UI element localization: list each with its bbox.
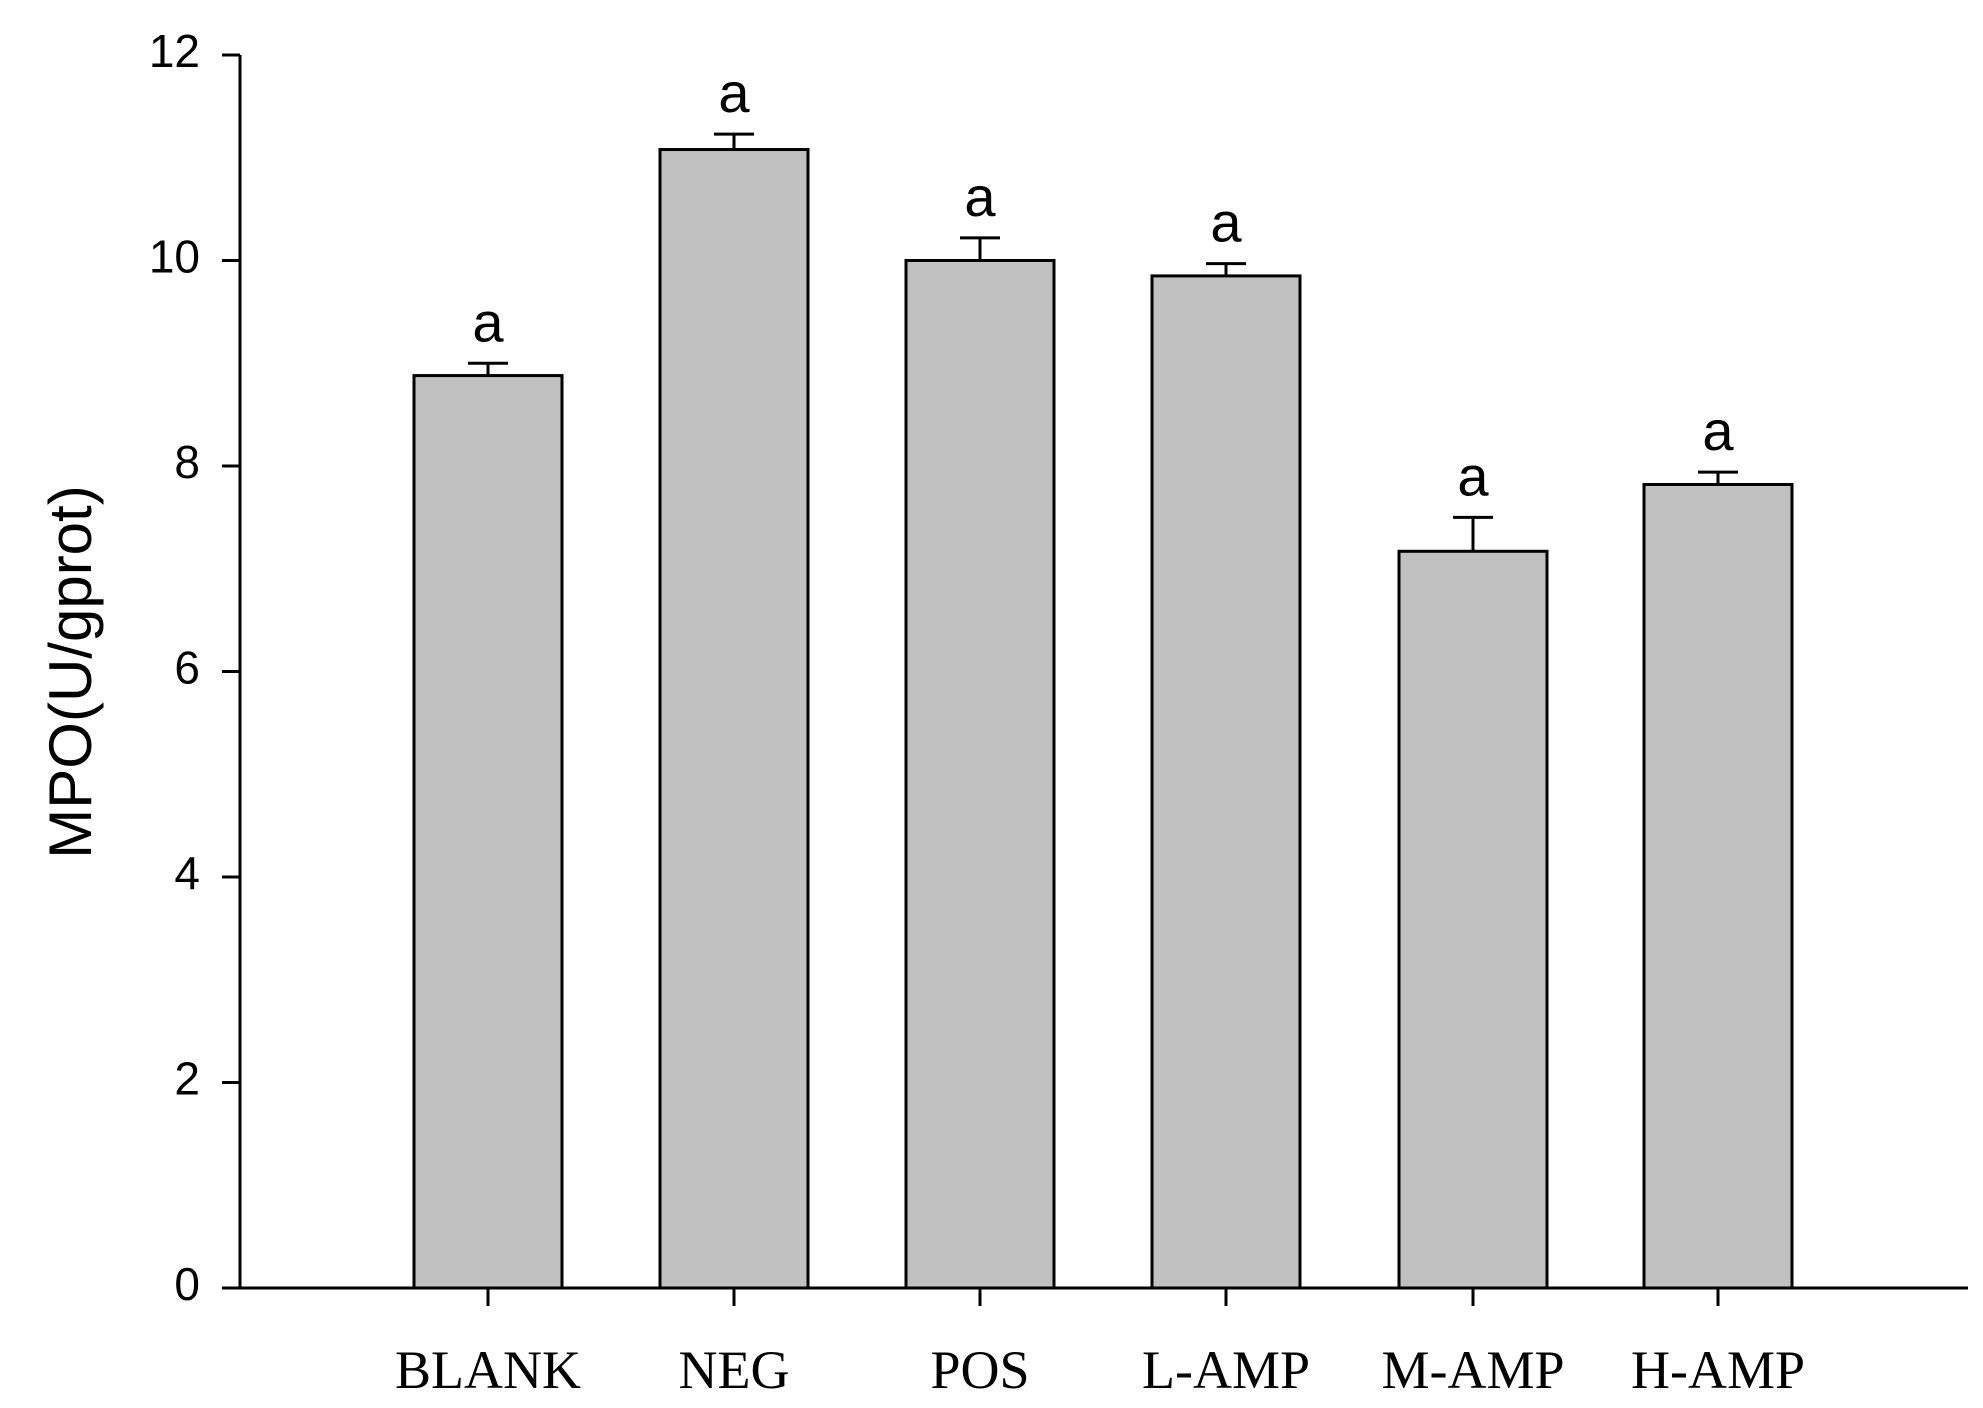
significance-label: a — [472, 290, 504, 353]
y-axis-ticks: 0 2 4 6 8 10 12 — [149, 25, 240, 1310]
significance-label: a — [1702, 399, 1734, 462]
bar-neg — [658, 148, 810, 1290]
x-tick-label: BLANK — [395, 1340, 581, 1400]
y-tick-label: 0 — [174, 1258, 200, 1310]
x-tick-label: POS — [930, 1340, 1029, 1400]
bar-blank — [412, 374, 564, 1290]
significance-label: a — [1210, 191, 1242, 254]
x-tick-label: M-AMP — [1381, 1340, 1564, 1400]
x-tick-label: L-AMP — [1142, 1340, 1310, 1400]
bar-pos — [904, 259, 1056, 1290]
bar-l-amp — [1150, 274, 1302, 1290]
y-tick-label: 4 — [174, 847, 200, 899]
y-tick-label: 8 — [174, 436, 200, 488]
bar-m-amp — [1397, 549, 1549, 1290]
significance-label: a — [964, 165, 996, 228]
x-tick-label: H-AMP — [1631, 1340, 1805, 1400]
y-tick-label: 2 — [174, 1053, 200, 1105]
x-tick-label: NEG — [679, 1340, 790, 1400]
significance-label: a — [1457, 444, 1489, 507]
y-tick-label: 6 — [174, 642, 200, 694]
y-axis-label: MPO(U/gprot) — [37, 485, 104, 858]
bar-h-amp — [1642, 482, 1794, 1290]
x-axis-ticks: BLANK NEG POS L-AMP M-AMP H-AMP — [395, 1288, 1805, 1400]
bars-group: a a a a a a — [412, 61, 1794, 1290]
y-tick-label: 12 — [149, 25, 200, 77]
y-tick-label: 10 — [149, 231, 200, 283]
significance-label: a — [718, 61, 750, 124]
